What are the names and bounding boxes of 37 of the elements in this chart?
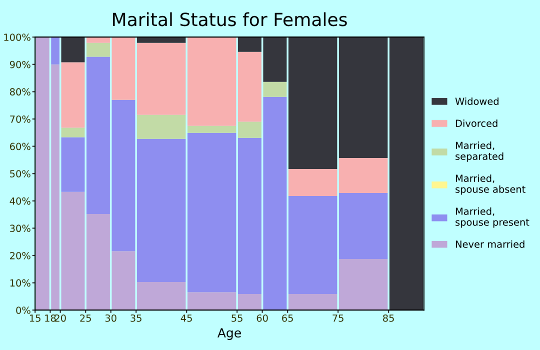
bar — [238, 122, 262, 138]
y-tick-label: 20% — [10, 252, 30, 260]
x-tick-label: 85 — [383, 314, 394, 322]
y-tick-label: 70% — [10, 115, 30, 123]
y-tick-label: 10% — [10, 279, 30, 287]
x-tick-label: 65 — [282, 314, 293, 322]
y-tick-label: 50% — [10, 170, 30, 178]
x-tick-label: 18 — [45, 314, 56, 322]
y-tick-label: 100% — [4, 34, 30, 41]
y-tick-label: 40% — [10, 197, 30, 205]
legend-label: Widowed — [455, 97, 498, 105]
y-tick-label: 30% — [10, 224, 30, 232]
bar — [263, 82, 287, 97]
x-tick-label: 30 — [105, 314, 116, 322]
x-tick-label: 25 — [80, 314, 91, 322]
bar — [61, 137, 85, 192]
bar — [61, 128, 85, 138]
y-tick-label: 0% — [16, 306, 30, 314]
legend-label: Never married — [456, 240, 524, 248]
x-tick-label: 55 — [232, 314, 242, 322]
legend-label: Married, spouse absent — [456, 174, 526, 195]
x-tick-label: 20 — [54, 314, 66, 322]
x-tick-label: 15 — [30, 314, 40, 322]
legend-label: Married, spouse present — [456, 207, 530, 228]
x-tick-label: 60 — [256, 314, 268, 322]
y-tick-label: 90% — [10, 60, 30, 68]
bar — [86, 42, 110, 57]
x-tick-label: 75 — [332, 314, 344, 322]
x-axis-title: Age — [218, 328, 241, 340]
y-tick-label: 80% — [10, 88, 30, 96]
bar — [238, 294, 262, 310]
chart-title: Marital Status for Females — [113, 12, 347, 26]
legend-label: Divorced — [456, 119, 498, 128]
y-tick-label: 60% — [10, 142, 30, 150]
legend-label: Married, separated — [456, 142, 504, 162]
x-tick-label: 45 — [180, 314, 192, 322]
x-tick-label: 35 — [130, 314, 142, 322]
